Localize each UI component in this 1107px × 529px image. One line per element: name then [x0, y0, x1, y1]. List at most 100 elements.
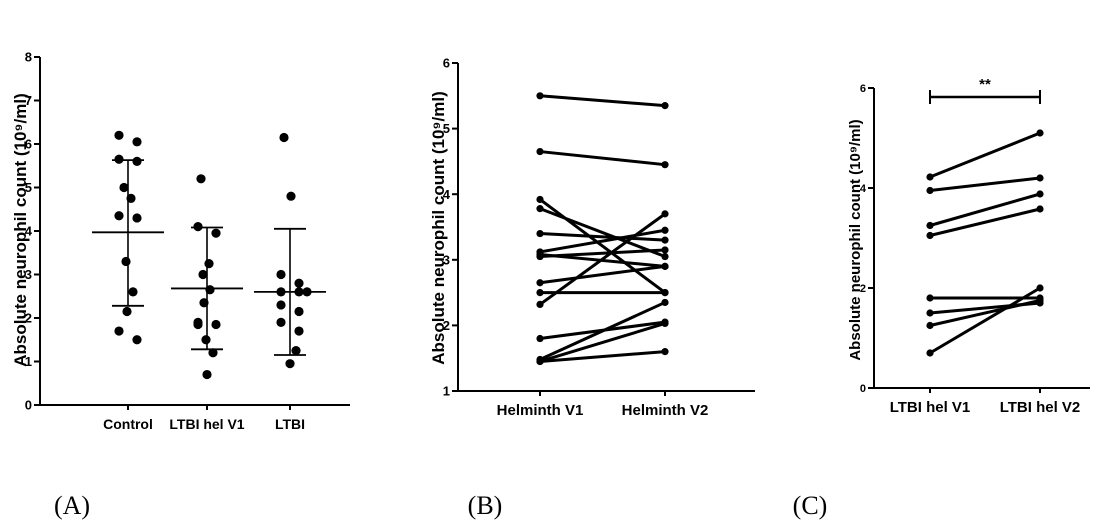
significance-label: **	[979, 76, 991, 93]
data-point	[661, 102, 669, 110]
x-tick-label: LTBI hel V2	[1000, 399, 1081, 416]
paired-line	[929, 192, 1041, 227]
data-point	[926, 231, 934, 240]
data-point	[1036, 129, 1044, 137]
paired-line	[539, 212, 666, 306]
data-point	[661, 236, 669, 244]
y-tick-label: 6	[443, 56, 450, 71]
data-point	[1036, 174, 1044, 182]
data-point	[114, 326, 124, 336]
paired-line	[929, 176, 1041, 192]
panel-b: 1 2 3 4 5 6 Absolute neurophil count (10⁹/ml) H…	[429, 56, 755, 520]
data-point	[211, 228, 221, 238]
y-tick-label: 5	[25, 180, 32, 195]
data-point	[285, 359, 295, 369]
data-point	[279, 132, 289, 143]
panel-label: (A)	[54, 491, 90, 520]
data-point	[114, 130, 124, 140]
data-point	[202, 369, 212, 380]
panel-label: (B)	[468, 491, 503, 520]
data-point	[294, 278, 304, 288]
data-point	[661, 289, 669, 297]
y-tick-label: 6	[860, 83, 866, 95]
data-point	[132, 156, 142, 166]
data-point	[132, 335, 142, 345]
paired-line	[539, 264, 666, 285]
data-point	[536, 229, 544, 238]
y-tick-label: 5	[443, 121, 450, 136]
data-point	[291, 346, 301, 356]
data-point	[121, 256, 131, 267]
paired-line	[539, 228, 666, 254]
paired-line	[539, 232, 666, 242]
data-point	[926, 349, 934, 357]
paired-line	[539, 301, 666, 361]
y-tick-label: 2	[25, 311, 32, 326]
data-point	[536, 334, 544, 343]
data-point	[1036, 284, 1044, 292]
paired-line	[929, 207, 1041, 237]
data-point	[926, 221, 934, 230]
data-point	[276, 300, 286, 310]
data-point	[122, 306, 132, 317]
data-point	[536, 357, 544, 366]
data-point	[193, 319, 203, 330]
panel-c: 0 2 4 6 Absolute neurophil count (10⁹/ml) LTB…	[793, 76, 1090, 520]
y-tick-label: 1	[25, 354, 32, 369]
paired-line	[539, 350, 666, 363]
data-point	[294, 306, 304, 317]
data-point	[536, 300, 544, 309]
y-tick-label: 3	[25, 267, 32, 282]
data-point	[132, 213, 142, 223]
data-point	[1036, 296, 1044, 305]
data-point	[536, 289, 544, 297]
data-point	[926, 321, 934, 330]
data-point	[201, 335, 211, 345]
data-point	[536, 279, 544, 287]
paired-line	[539, 321, 666, 363]
data-point	[294, 326, 304, 336]
data-point	[661, 252, 669, 261]
data-point	[208, 348, 218, 358]
panel-label: (C)	[793, 491, 828, 520]
data-point	[128, 287, 138, 297]
x-tick-label: Helminth V2	[622, 402, 709, 419]
paired-line	[539, 94, 666, 108]
panel-a: 0 1 2 3 4 5 6 7 8 Absolute neurophil count (10⁹/m…	[11, 50, 350, 520]
data-point	[926, 173, 934, 181]
x-tick-label: LTBI hel V1	[890, 399, 971, 416]
data-point	[276, 269, 286, 280]
data-point	[114, 211, 124, 221]
x-tick-label: Control	[103, 416, 153, 432]
data-point	[661, 226, 669, 234]
paired-line	[929, 299, 1041, 327]
data-point	[661, 210, 669, 218]
y-tick-label: 2	[443, 318, 450, 333]
data-point	[926, 294, 934, 302]
y-tick-label: 6	[25, 137, 32, 152]
y-tick-label: 4	[443, 187, 451, 202]
data-point	[661, 161, 669, 169]
x-tick-label: LTBI hel V1	[169, 416, 244, 432]
data-point	[536, 195, 544, 204]
paired-line	[539, 207, 666, 258]
data-point	[536, 252, 544, 261]
data-point	[536, 92, 544, 100]
data-point	[536, 205, 544, 213]
data-point	[926, 309, 934, 317]
x-tick-label: Helminth V1	[497, 402, 584, 419]
paired-line	[539, 150, 666, 167]
data-point	[661, 298, 669, 307]
data-point	[132, 137, 142, 147]
y-tick-label: 1	[443, 384, 450, 399]
data-point	[661, 348, 669, 356]
data-point	[211, 319, 221, 330]
paired-line	[539, 198, 666, 294]
y-tick-label: 7	[25, 93, 32, 108]
data-point	[198, 269, 208, 280]
data-point	[196, 174, 206, 184]
data-point	[119, 182, 129, 193]
paired-line	[929, 131, 1041, 179]
y-axis-label: Absolute neurophil count (10⁹/ml)	[11, 93, 30, 366]
